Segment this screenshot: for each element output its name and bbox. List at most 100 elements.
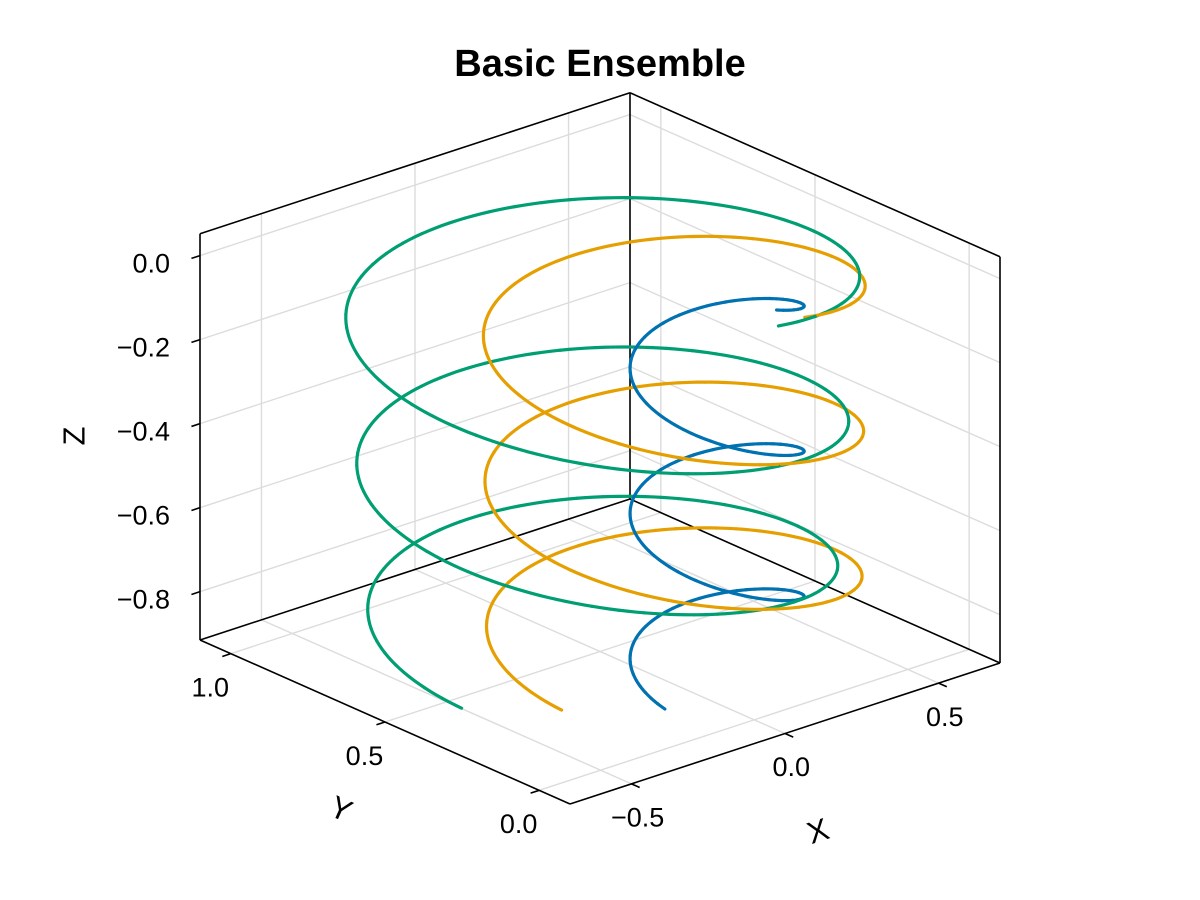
trajectory-segment-trajectory-2 [764, 606, 786, 611]
trajectory-segment-trajectory-2 [751, 237, 773, 243]
trajectory-segment-trajectory-2 [782, 605, 802, 611]
trajectory-segment-trajectory-2 [493, 291, 506, 305]
trajectory-segment-trajectory-2 [840, 259, 853, 269]
trajectory-segment-trajectory-3 [382, 556, 397, 571]
trajectory-segment-trajectory-3 [501, 502, 529, 511]
trajectory-segment-trajectory-2 [742, 382, 765, 388]
trajectory-segment-trajectory-3 [438, 520, 462, 532]
trajectory-segment-trajectory-3 [704, 201, 734, 209]
trajectory-segment-trajectory-3 [723, 503, 748, 511]
trajectory-segment-trajectory-2 [715, 526, 738, 531]
trajectory-segment-trajectory-2 [483, 480, 488, 495]
trajectory-segment-trajectory-2 [583, 391, 606, 400]
trajectory-segment-trajectory-3 [833, 435, 845, 446]
trajectory-segment-trajectory-2 [544, 699, 564, 712]
trajectory-segment-trajectory-1 [690, 431, 703, 440]
trajectory-segment-trajectory-3 [564, 599, 594, 608]
trajectory-segment-trajectory-2 [485, 352, 494, 367]
trajectory-segment-trajectory-3 [366, 590, 373, 606]
trajectory-segment-trajectory-2 [506, 572, 521, 584]
trajectory-segment-trajectory-2 [649, 235, 674, 241]
y-tick-label: 1.0 [192, 672, 230, 702]
trajectory-segment-trajectory-3 [676, 496, 704, 503]
trajectory-segment-trajectory-2 [523, 542, 541, 555]
y-axis-label: Y [324, 789, 357, 829]
trajectory-segment-trajectory-2 [506, 383, 521, 397]
trajectory-segment-trajectory-2 [726, 606, 750, 611]
trajectory-segment-trajectory-2 [484, 491, 492, 505]
trajectory-segment-trajectory-3 [344, 312, 349, 330]
trajectory-segment-trajectory-2 [829, 546, 844, 555]
trajectory-segment-trajectory-2 [538, 259, 558, 270]
trajectory-segment-trajectory-2 [484, 460, 491, 474]
trajectory-segment-trajectory-3 [401, 232, 423, 245]
trajectory-segment-trajectory-3 [820, 538, 832, 550]
trajectory-segment-trajectory-3 [440, 216, 467, 228]
box-spine [199, 498, 631, 641]
trajectory-segment-trajectory-3 [356, 438, 364, 455]
trajectory-segment-trajectory-3 [458, 513, 483, 524]
trajectory-segment-trajectory-1 [699, 435, 713, 443]
trajectory-segment-trajectory-2 [552, 560, 573, 572]
trajectory-segment-trajectory-2 [629, 237, 653, 244]
trajectory-segment-trajectory-3 [499, 442, 529, 454]
trajectory-segment-trajectory-2 [699, 459, 723, 465]
trajectory-segment-trajectory-2 [597, 435, 621, 446]
z-tick-label: −0.2 [117, 333, 170, 363]
trajectory-segment-trajectory-3 [532, 348, 562, 356]
trajectory-segment-trajectory-3 [423, 686, 444, 700]
trajectory-segment-trajectory-2 [633, 528, 658, 535]
trajectory-segment-trajectory-2 [571, 248, 594, 257]
trajectory-segment-trajectory-1 [727, 445, 741, 451]
trajectory-segment-trajectory-1 [693, 578, 707, 586]
trajectory-segment-trajectory-2 [530, 690, 548, 704]
box-spine [629, 92, 1001, 258]
trajectory-segment-trajectory-2 [753, 528, 775, 535]
trajectory-segment-trajectory-1 [681, 427, 694, 436]
trajectory-segment-trajectory-2 [617, 441, 641, 451]
trajectory-segment-trajectory-3 [651, 495, 680, 501]
plot-title: Basic Ensemble [454, 43, 745, 85]
trajectory-segment-trajectory-2 [798, 603, 816, 609]
trajectory-segment-trajectory-2 [731, 235, 755, 241]
trajectory-segment-trajectory-1 [712, 585, 726, 593]
trajectory-segment-trajectory-2 [802, 245, 821, 254]
trajectory-segment-trajectory-3 [806, 589, 821, 599]
trajectory-segment-trajectory-3 [796, 373, 815, 384]
trajectory-segment-trajectory-3 [848, 253, 858, 266]
trajectory-segment-trajectory-3 [642, 611, 672, 616]
box-spine [629, 498, 1001, 664]
trajectory-segment-trajectory-3 [361, 489, 373, 506]
trajectory-segment-trajectory-3 [425, 549, 449, 564]
trajectory-segment-trajectory-2 [487, 640, 496, 655]
trajectory-segment-trajectory-3 [451, 424, 478, 437]
trajectory-segment-trajectory-3 [377, 378, 396, 395]
trajectory-segment-trajectory-2 [786, 242, 807, 250]
trajectory-segment-trajectory-2 [594, 534, 618, 543]
y-tick [376, 721, 386, 726]
trajectory-segment-trajectory-3 [351, 274, 364, 291]
trajectory-segment-trajectory-3 [678, 198, 709, 205]
z-tick-label: −0.4 [117, 417, 170, 447]
trajectory-segment-trajectory-1 [703, 582, 716, 590]
trajectory-segment-trajectory-2 [487, 450, 496, 464]
trajectory-segment-trajectory-2 [621, 384, 645, 391]
trajectory-segment-trajectory-2 [792, 459, 812, 465]
trajectory-segment-trajectory-1 [655, 702, 667, 711]
trajectory-segment-trajectory-3 [823, 442, 837, 453]
trajectory-segment-trajectory-3 [828, 302, 844, 313]
trajectory-segment-trajectory-2 [653, 527, 678, 533]
trajectory-segment-trajectory-2 [817, 310, 834, 317]
trajectory-segment-trajectory-3 [744, 507, 767, 516]
trajectory-segment-trajectory-2 [559, 544, 580, 554]
trajectory-segment-trajectory-2 [825, 596, 840, 604]
trajectory-segment-trajectory-2 [549, 401, 569, 412]
z-tick [191, 254, 201, 260]
trajectory-segment-trajectory-2 [481, 320, 487, 335]
x-tick [784, 732, 794, 738]
trajectory-segment-trajectory-3 [489, 578, 517, 591]
trajectory-segment-trajectory-2 [500, 431, 513, 444]
trajectory-segment-trajectory-2 [521, 415, 538, 427]
trajectory-segment-trajectory-1 [710, 446, 724, 452]
trajectory-segment-trajectory-3 [759, 361, 783, 371]
